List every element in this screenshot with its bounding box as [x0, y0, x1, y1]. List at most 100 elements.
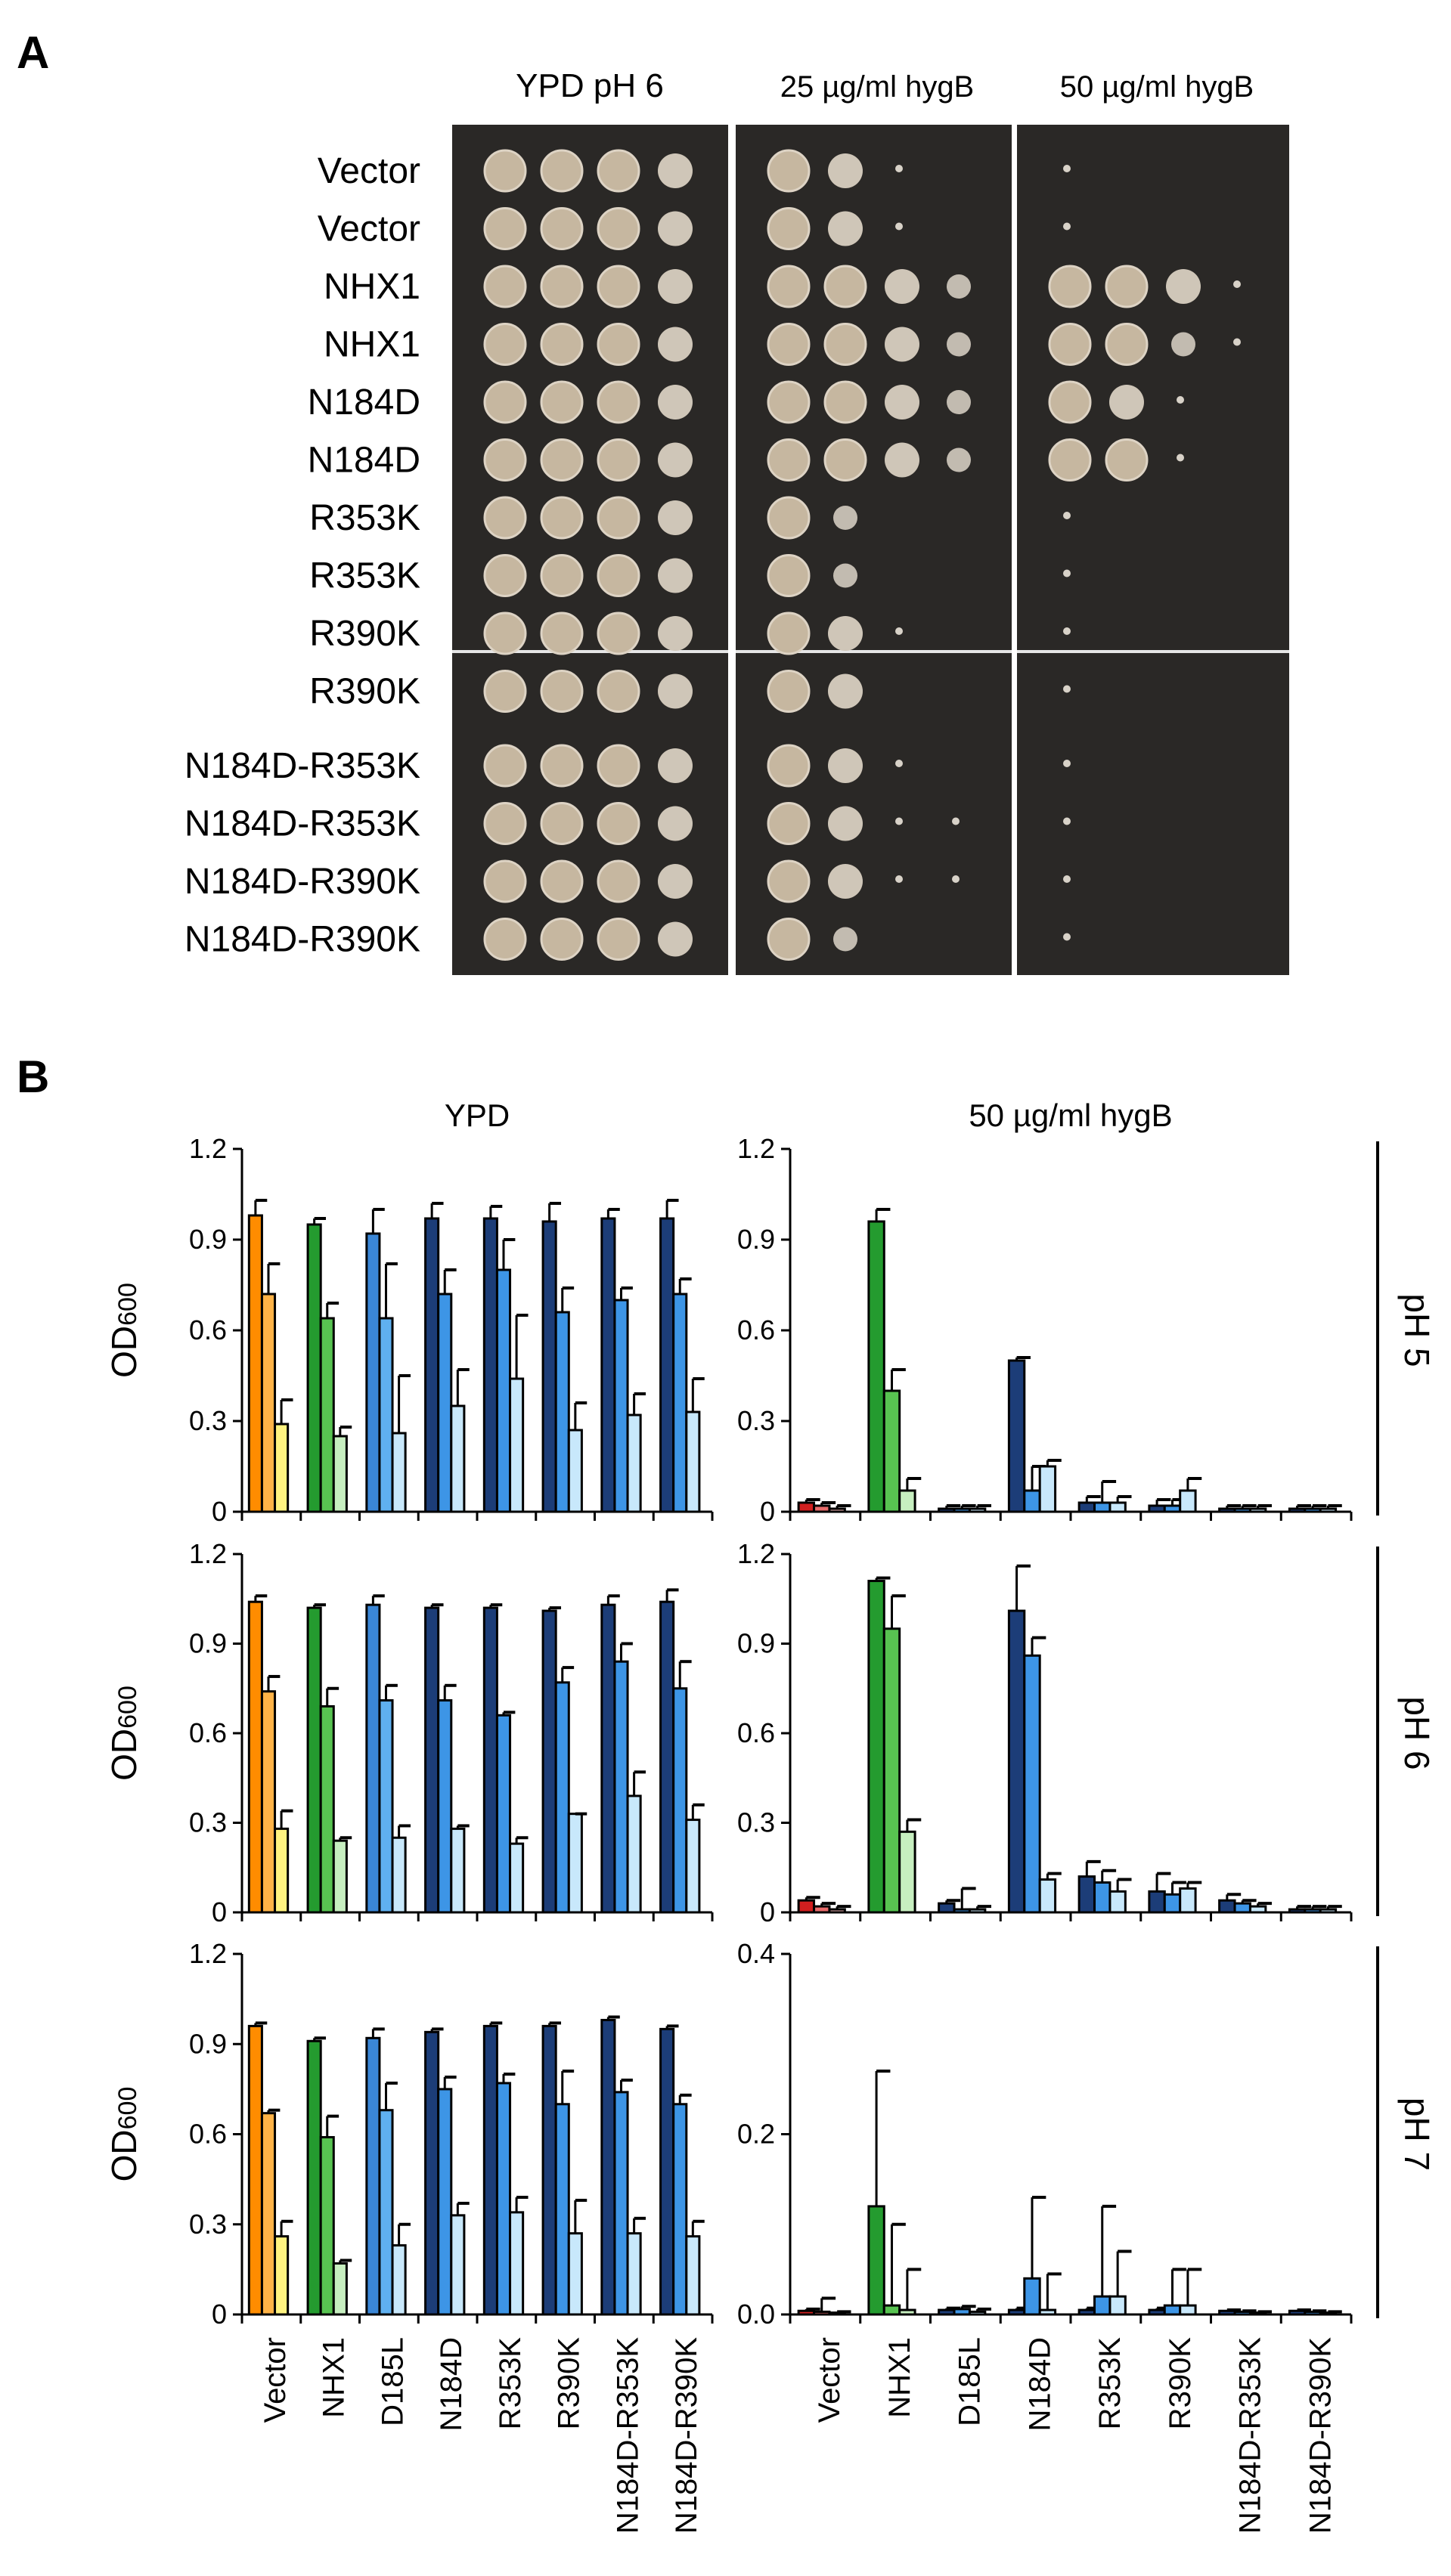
- chart-hygb_ph5: 0 0.3 0.6 0.9 1.2 50 µg/ml hygB pH 5: [737, 1098, 1437, 1527]
- bar-n184d-2: [1023, 2277, 1041, 2316]
- y-tick-label: 0: [760, 1496, 775, 1527]
- bar-n184d-r390k-3: [685, 1819, 701, 1914]
- bar-nhx1-1: [306, 2039, 322, 2316]
- y-tick-label: 0.3: [737, 1807, 775, 1838]
- bar-n184d-1: [1007, 1359, 1026, 1513]
- category-label: N184D-R390K: [1304, 2337, 1337, 2534]
- bar-vector-3: [828, 1507, 846, 1513]
- bar-d185l-1: [365, 1232, 381, 1513]
- yeast-spot: [1048, 323, 1092, 366]
- category-label: N184D: [435, 2337, 468, 2432]
- bar-r353k-1: [1077, 1875, 1096, 1914]
- bar-n184d-1: [1007, 1609, 1026, 1914]
- yeast-spot: [540, 207, 584, 250]
- bar-vector-1: [247, 2024, 263, 2316]
- bar-d185l-3: [391, 1836, 407, 1914]
- yeast-spot: [658, 385, 693, 420]
- yeast-spot: [597, 670, 640, 713]
- yeast-spot: [658, 442, 693, 478]
- yeast-spot: [828, 211, 863, 246]
- bar-n184d-2: [1023, 1654, 1041, 1914]
- category-label: NHX1: [318, 2337, 351, 2418]
- y-tick-label: 0.9: [737, 1628, 775, 1659]
- strain-row-label: NHX1: [324, 267, 420, 307]
- category-label: Vector: [813, 2337, 846, 2423]
- bar-n184d-r353k-2: [613, 1299, 629, 1513]
- yeast-spot: [540, 918, 584, 961]
- strain-row-label: R353K: [309, 498, 420, 538]
- bar-n184d-r390k-3: [685, 2235, 701, 2316]
- bar-n184d-3: [450, 2214, 466, 2316]
- category-label: D185L: [953, 2337, 987, 2426]
- yeast-spot: [1063, 685, 1071, 693]
- bar-r353k-2: [1093, 1881, 1112, 1914]
- bar-d185l-3: [968, 1908, 987, 1914]
- category-label: N184D-R353K: [611, 2337, 644, 2534]
- bar-n184d-r353k-2: [613, 2091, 629, 2316]
- yeast-spot: [823, 438, 867, 481]
- bar-nhx1-3: [332, 1839, 348, 1914]
- bar-vector-2: [260, 1293, 277, 1513]
- bar-n184d-r390k-1: [659, 2027, 675, 2316]
- bar-r353k-2: [495, 2082, 512, 2316]
- bar-r390k-2: [554, 1681, 570, 1914]
- agar-plate: [736, 125, 1012, 975]
- bar-n184d-3: [450, 1827, 466, 1914]
- strain-row-label: N184D-R353K: [184, 804, 420, 844]
- yeast-spot: [767, 496, 811, 540]
- yeast-spot: [1063, 875, 1071, 883]
- bar-vector-2: [813, 2310, 831, 2316]
- category-label: R353K: [494, 2337, 527, 2430]
- yeast-spot: [540, 554, 584, 597]
- bar-n184d-r353k-3: [1248, 1507, 1267, 1513]
- bar-r390k-3: [1179, 1887, 1197, 1914]
- yeast-spot: [767, 323, 811, 366]
- bar-n184d-r390k-1: [659, 1217, 675, 1513]
- bar-n184d-r390k-3: [1319, 1507, 1338, 1513]
- bar-r353k-3: [509, 1842, 525, 1914]
- bar-r390k-1: [541, 1609, 557, 1914]
- yeast-spot: [658, 616, 693, 651]
- bar-vector-1: [247, 1214, 263, 1513]
- yeast-spot: [483, 859, 527, 903]
- yeast-spot: [767, 611, 811, 655]
- chart-title: YPD: [445, 1098, 510, 1133]
- yeast-spot: [658, 806, 693, 841]
- bar-vector-3: [274, 1827, 290, 1914]
- bar-r353k-3: [1108, 1890, 1127, 1914]
- y-tick-label: 0.6: [189, 2119, 227, 2150]
- strain-row-label: N184D-R390K: [184, 862, 420, 902]
- yeast-spot: [540, 380, 584, 424]
- bar-r353k-1: [482, 1217, 498, 1513]
- yeast-spot: [1048, 380, 1092, 424]
- bar-nhx1-2: [882, 2304, 901, 2316]
- yeast-spot: [597, 802, 640, 845]
- yeast-spot: [895, 760, 903, 767]
- yeast-spot: [828, 864, 863, 899]
- yeast-spot: [540, 802, 584, 845]
- yeast-spot: [767, 918, 811, 961]
- y-tick-label: 0.2: [737, 2119, 775, 2150]
- yeast-spot: [483, 744, 527, 788]
- bar-n184d-r390k-2: [1304, 1908, 1322, 1914]
- category-label: N184D: [1023, 2337, 1056, 2432]
- bar-n184d-r353k-1: [1218, 1899, 1236, 1914]
- bar-r353k-1: [482, 1606, 498, 1914]
- bar-d185l-3: [968, 1507, 987, 1513]
- yeast-spot: [483, 380, 527, 424]
- strain-row-label: N184D-R353K: [184, 746, 420, 786]
- yeast-spot: [658, 327, 693, 362]
- yeast-spot: [1109, 385, 1144, 420]
- category-label: N184D-R353K: [1234, 2337, 1267, 2534]
- yeast-spot: [1063, 165, 1071, 172]
- bar-d185l-3: [391, 1432, 407, 1513]
- yeast-spot: [895, 222, 903, 231]
- bar-r353k-1: [482, 2024, 498, 2316]
- y-tick-label: 0.3: [189, 1807, 227, 1838]
- yeast-spot: [947, 447, 971, 472]
- category-label: N184D-R390K: [670, 2337, 703, 2534]
- yeast-spot: [1177, 396, 1184, 404]
- y-tick-label: 1.2: [189, 1938, 227, 1969]
- y-axis-label: OD600: [104, 1283, 144, 1378]
- yeast-spot: [767, 859, 811, 903]
